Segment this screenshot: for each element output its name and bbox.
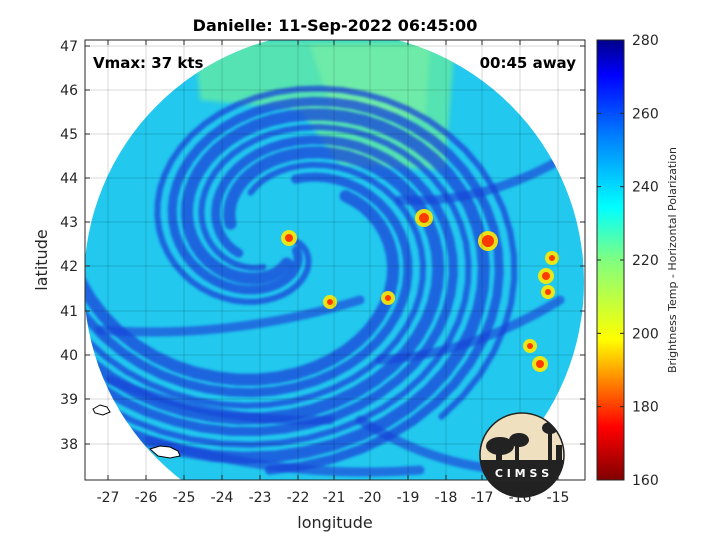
x-ticks: -27 -26 -25 -24 -23 -22 -21 -20 -19 -18 -17 -16 -15 — [97, 40, 570, 506]
colorbar-tick-label: 200 — [632, 326, 659, 342]
grid — [85, 40, 585, 480]
y-tick-label: 45 — [60, 127, 78, 143]
island-coastline — [92, 404, 111, 416]
y-ticks: 38 39 40 41 42 43 44 45 46 47 — [60, 39, 585, 453]
x-tick-label: -25 — [173, 490, 196, 506]
x-tick-label: -23 — [249, 490, 272, 506]
x-tick-label: -16 — [509, 490, 532, 506]
y-tick-label: 46 — [60, 83, 78, 99]
colorbar-tick-label: 160 — [632, 473, 659, 489]
x-tick-label: -19 — [397, 490, 420, 506]
chart-title: Danielle: 11-Sep-2022 06:45:00 — [193, 16, 478, 35]
x-tick-label: -27 — [97, 490, 120, 506]
x-tick-label: -17 — [471, 490, 494, 506]
y-tick-label: 41 — [60, 304, 78, 320]
plot-frame — [84, 39, 586, 481]
y-tick-label: 38 — [60, 437, 78, 453]
colorbar-tick-label: 180 — [632, 400, 659, 416]
colorbar-label: Brightness Temp - Horizontal Polarizatio… — [666, 147, 679, 373]
colorbar — [596, 39, 625, 481]
colorbar-ticks: 160 180 200 220 240 260 280 — [597, 33, 659, 489]
colorbar-tick-label: 260 — [632, 106, 659, 122]
x-tick-label: -18 — [435, 490, 458, 506]
x-axis-label: longitude — [297, 513, 372, 532]
colorbar-tick-label: 240 — [632, 180, 659, 196]
x-tick-label: -24 — [211, 490, 234, 506]
x-tick-label: -21 — [323, 490, 346, 506]
time-label: 00:45 away — [480, 54, 577, 72]
x-tick-label: -26 — [135, 490, 158, 506]
y-tick-label: 47 — [60, 39, 78, 55]
y-tick-label: 43 — [60, 215, 78, 231]
x-tick-label: -22 — [287, 490, 310, 506]
y-tick-label: 40 — [60, 348, 78, 364]
y-axis-label: latitude — [32, 229, 51, 290]
logo-text: C I M S S — [495, 467, 549, 480]
satellite-swath — [85, 40, 584, 480]
colorbar-tick-label: 220 — [632, 253, 659, 269]
y-tick-label: 44 — [60, 171, 78, 187]
x-tick-label: -20 — [359, 490, 382, 506]
y-tick-label: 42 — [60, 259, 78, 275]
y-tick-label: 39 — [60, 392, 78, 408]
colorbar-tick-label: 280 — [632, 33, 659, 49]
vmax-label: Vmax: 37 kts — [93, 54, 203, 72]
x-tick-label: -15 — [547, 490, 570, 506]
island-coastline — [148, 445, 181, 459]
